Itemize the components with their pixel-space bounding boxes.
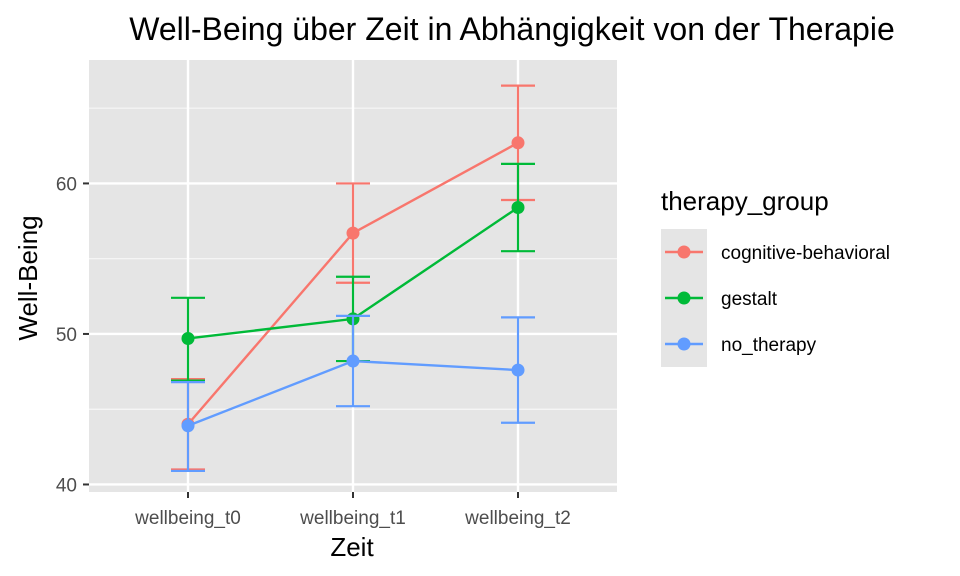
legend: therapy_group cognitive-behavioral gestal… bbox=[661, 186, 890, 367]
y-tick-label: 40 bbox=[56, 475, 77, 496]
x-tick-label: wellbeing_t2 bbox=[464, 508, 571, 529]
legend-key-point bbox=[677, 337, 691, 351]
series-layer bbox=[171, 84, 535, 473]
legend-label: cognitive-behavioral bbox=[721, 243, 890, 264]
legend-label: no_therapy bbox=[721, 335, 817, 356]
y-tick-label: 60 bbox=[56, 174, 77, 195]
x-tick-label: wellbeing_t1 bbox=[299, 508, 406, 529]
legend-key-point bbox=[677, 245, 691, 259]
y-tick-label: 50 bbox=[56, 325, 77, 346]
legend-key-point bbox=[677, 291, 691, 305]
data-point bbox=[181, 419, 195, 433]
x-tick-label: wellbeing_t0 bbox=[134, 508, 241, 529]
axes: 40 50 60 wellbeing_t0 wellbeing_t1 wellbeing_… bbox=[56, 174, 571, 529]
legend-item-no_therapy: no_therapy bbox=[661, 321, 817, 367]
data-point bbox=[511, 136, 525, 150]
data-point bbox=[181, 331, 195, 345]
legend-title: therapy_group bbox=[661, 186, 829, 216]
x-axis-title: Zeit bbox=[330, 532, 374, 562]
legend-item-gestalt: gestalt bbox=[661, 275, 778, 321]
data-point bbox=[346, 354, 360, 368]
series-no_therapy bbox=[171, 314, 535, 473]
y-axis-title: Well-Being bbox=[13, 215, 43, 340]
data-point bbox=[511, 363, 525, 377]
legend-item-cognitive-behavioral: cognitive-behavioral bbox=[661, 229, 890, 275]
data-point bbox=[346, 226, 360, 240]
data-point bbox=[511, 201, 525, 215]
chart-title: Well-Being über Zeit in Abhängigkeit von… bbox=[129, 11, 895, 47]
legend-label: gestalt bbox=[721, 289, 778, 310]
